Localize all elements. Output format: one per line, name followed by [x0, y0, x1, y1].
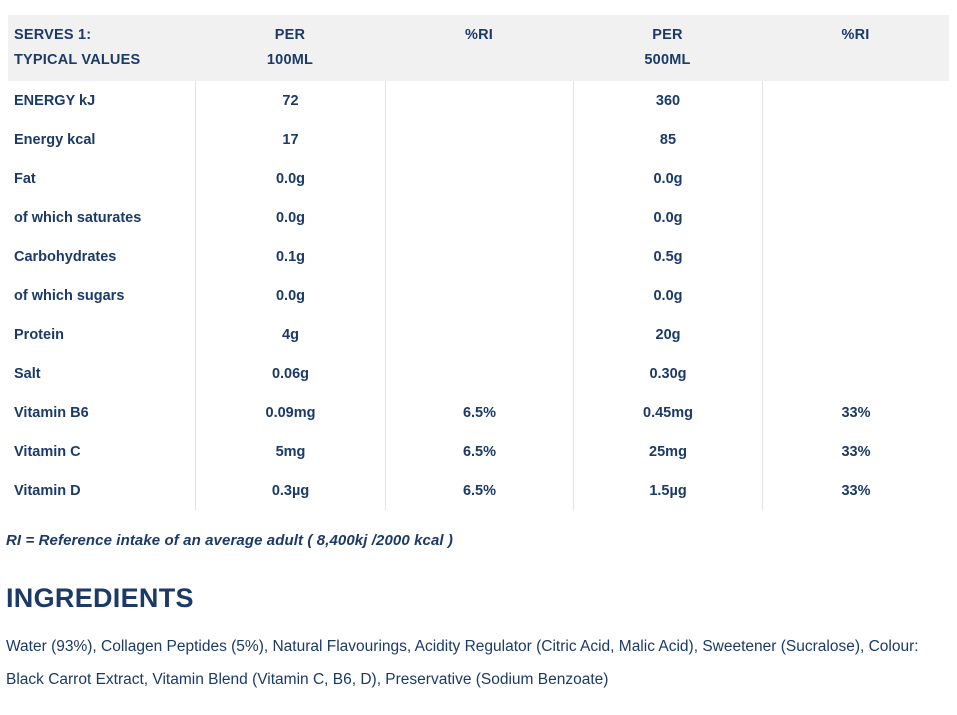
row-value-per_500ml: 20g [573, 315, 762, 354]
row-value-per_500ml: 360 [573, 81, 762, 120]
row-label: Vitamin D [14, 482, 81, 499]
row-value-ri_500ml: 33% [762, 393, 949, 432]
row-value-ri_100ml: 6.5% [385, 432, 573, 471]
table-row: Carbohydrates 0.1g 0.5g [8, 237, 949, 276]
row-value-ri_500ml [762, 120, 949, 159]
table-row: of which saturates 0.0g 0.0g [8, 198, 949, 237]
row-label: Vitamin C [14, 443, 81, 460]
table-row: Energy kcal 17 85 [8, 120, 949, 159]
row-label: Vitamin B6 [14, 404, 89, 421]
header-ri-label: %RI [841, 27, 870, 43]
row-value-ri_100ml [385, 237, 573, 276]
table-row: Vitamin D 0.3µg 6.5% 1.5µg 33% [8, 471, 949, 510]
row-value-ri_100ml [385, 198, 573, 237]
row-value-ri_500ml [762, 276, 949, 315]
row-label: ENERGY kJ [14, 92, 96, 109]
row-value-per_500ml: 0.45mg [573, 393, 762, 432]
row-value-per_500ml: 0.30g [573, 354, 762, 393]
header-500ml-label: 500ML [644, 52, 691, 68]
header-typical-values: SERVES 1: TYPICAL VALUES [8, 23, 195, 73]
row-value-ri_100ml [385, 159, 573, 198]
row-value-ri_100ml [385, 315, 573, 354]
header-100ml-label: 100ML [266, 52, 314, 68]
row-label: Salt [14, 365, 41, 382]
row-value-ri_100ml [385, 81, 573, 120]
row-value-per_100ml: 0.1g [195, 237, 385, 276]
row-value-per_500ml: 1.5µg [573, 471, 762, 510]
row-value-ri_500ml [762, 159, 949, 198]
row-value-per_500ml: 0.0g [573, 276, 762, 315]
header-typical-values-label: TYPICAL VALUES [14, 52, 141, 68]
row-value-per_100ml: 17 [195, 120, 385, 159]
row-value-ri_100ml: 6.5% [385, 393, 573, 432]
table-row: Vitamin B6 0.09mg 6.5% 0.45mg 33% [8, 393, 949, 432]
row-value-ri_100ml: 6.5% [385, 471, 573, 510]
row-value-per_500ml: 25mg [573, 432, 762, 471]
row-label: Energy kcal [14, 131, 96, 148]
row-label: of which sugars [14, 287, 125, 304]
row-label: of which saturates [14, 209, 142, 226]
row-value-per_100ml: 5mg [195, 432, 385, 471]
table-header: SERVES 1: TYPICAL VALUES PER 100ML %RI P… [8, 15, 949, 81]
row-value-per_100ml: 0.09mg [195, 393, 385, 432]
row-value-ri_100ml [385, 276, 573, 315]
ri-footnote: RI = Reference intake of an average adul… [6, 532, 454, 549]
row-value-ri_500ml: 33% [762, 471, 949, 510]
row-value-ri_500ml [762, 354, 949, 393]
row-value-per_100ml: 0.0g [195, 198, 385, 237]
table-row: Salt 0.06g 0.30g [8, 354, 949, 393]
header-per-label: PER [652, 27, 683, 43]
row-value-per_100ml: 4g [195, 315, 385, 354]
row-value-per_100ml: 0.0g [195, 276, 385, 315]
nutrition-table: SERVES 1: TYPICAL VALUES PER 100ML %RI P… [8, 15, 949, 510]
header-ri-500ml: %RI [762, 23, 949, 73]
row-label: Carbohydrates [14, 248, 117, 265]
ingredients-text: Water (93%), Collagen Peptides (5%), Nat… [6, 638, 919, 688]
row-value-ri_100ml [385, 354, 573, 393]
header-serves-label: SERVES 1: [14, 27, 92, 43]
row-value-ri_100ml [385, 120, 573, 159]
row-value-ri_500ml [762, 315, 949, 354]
header-per-500ml: PER 500ML [573, 23, 762, 73]
table-row: of which sugars 0.0g 0.0g [8, 276, 949, 315]
row-value-per_100ml: 72 [195, 81, 385, 120]
row-value-ri_500ml [762, 237, 949, 276]
header-ri-label: %RI [465, 27, 493, 43]
nutrition-panel: SERVES 1: TYPICAL VALUES PER 100ML %RI P… [0, 15, 957, 715]
row-value-ri_500ml [762, 198, 949, 237]
row-value-per_500ml: 0.0g [573, 159, 762, 198]
row-value-per_100ml: 0.06g [195, 354, 385, 393]
row-label: Protein [14, 326, 64, 343]
row-value-per_100ml: 0.3µg [195, 471, 385, 510]
row-value-ri_500ml [762, 81, 949, 120]
table-row: Protein 4g 20g [8, 315, 949, 354]
table-row: ENERGY kJ 72 360 [8, 81, 949, 120]
table-row: Fat 0.0g 0.0g [8, 159, 949, 198]
row-value-per_500ml: 85 [573, 120, 762, 159]
row-value-ri_500ml: 33% [762, 432, 949, 471]
ingredients-heading: INGREDIENTS [6, 583, 194, 613]
header-ri-100ml: %RI [385, 23, 573, 73]
table-row: Vitamin C 5mg 6.5% 25mg 33% [8, 432, 949, 471]
table-body: ENERGY kJ 72 360 Energy kcal 17 85 Fat 0.0g 0.0g… [8, 81, 949, 510]
header-per-label: PER [274, 27, 306, 43]
row-value-per_500ml: 0.5g [573, 237, 762, 276]
row-value-per_100ml: 0.0g [195, 159, 385, 198]
row-label: Fat [14, 170, 36, 187]
row-value-per_500ml: 0.0g [573, 198, 762, 237]
header-per-100ml: PER 100ML [195, 23, 385, 73]
